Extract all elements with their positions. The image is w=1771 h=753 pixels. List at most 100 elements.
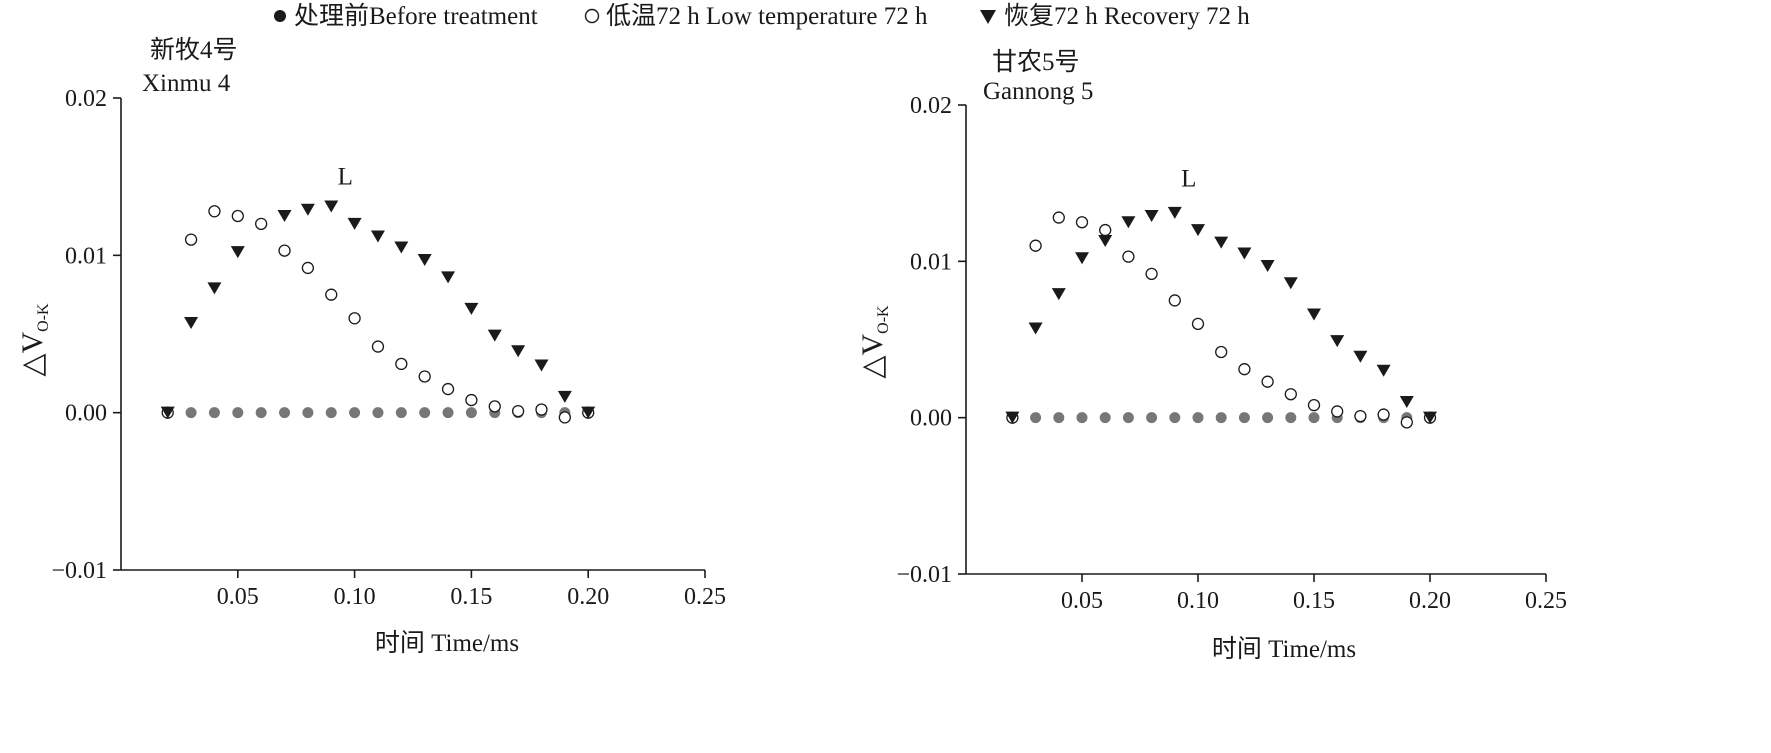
data-point-recovery [1144,209,1159,222]
x-tick-label: 0.10 [1177,588,1219,614]
x-axis-label: 时间 Time/ms [375,629,519,657]
data-point-recovery [511,345,526,358]
data-point-before-treatment [232,407,244,419]
series-0 [1006,412,1436,424]
data-point-recovery [581,406,596,419]
y-tick-label: −0.01 [896,562,952,588]
data-point-low-temperature [255,217,268,231]
data-point-before-treatment [1099,412,1111,424]
data-point-before-treatment [1146,412,1158,424]
data-point-low-temperature [1099,223,1112,237]
x-tick-label: 0.10 [334,584,376,610]
data-point-low-temperature [395,357,408,371]
data-point-before-treatment [419,407,431,419]
data-point-low-temperature [465,393,478,407]
data-point-recovery [1307,308,1321,321]
data-point-recovery [207,282,222,295]
data-point-recovery [1191,224,1205,237]
data-point-low-temperature [278,244,291,257]
data-point-before-treatment [1122,412,1134,424]
data-point-before-treatment [372,407,384,419]
panel-title-en: Gannong 5 [983,78,1093,105]
legend-marker-low-temperature [584,8,600,24]
data-point-before-treatment [1238,412,1250,424]
data-point-recovery [441,271,456,284]
data-point-recovery [277,210,292,222]
data-point-recovery [1214,236,1229,249]
legend-label-low-temperature: 低温72 h Low temperature 72 h [606,2,928,30]
data-point-recovery [464,302,479,315]
data-point-recovery [1330,335,1345,348]
data-point-recovery [1376,364,1391,377]
data-point-recovery [1028,322,1043,335]
data-point-recovery [1075,252,1089,265]
data-point-low-temperature [231,209,244,223]
data-point-low-temperature [1168,294,1181,307]
chart-panel-gannong-5: 甘农5号 Gannong 5 △VO-K 时间 Time/ms −0.01 0.0… [856,48,1567,663]
data-point-recovery [1005,411,1020,424]
data-point-recovery [184,316,199,329]
data-point-recovery [1121,216,1136,229]
data-point-before-treatment [1308,412,1320,424]
data-point-low-temperature [1145,267,1158,280]
y-tick-label: −0.01 [51,558,107,584]
legend-label-before-treatment: 处理前Before treatment [294,2,538,30]
data-point-before-treatment [1030,412,1042,424]
series-2 [1005,206,1437,424]
data-point-recovery [1423,411,1437,424]
data-point-recovery [347,217,362,230]
data-point-before-treatment [1053,412,1065,424]
data-point-low-temperature [1354,409,1367,423]
panel-title-zh: 新牧4号 [150,36,238,64]
data-point-before-treatment [395,407,407,419]
data-point-recovery [1051,288,1066,301]
panel-title-en: Xinmu 4 [142,70,231,97]
data-point-before-treatment [1192,412,1204,424]
y-tick-label: 0.00 [65,401,107,427]
data-point-before-treatment [302,407,314,419]
data-point-low-temperature [1261,375,1274,388]
x-tick-label: 0.20 [567,584,609,610]
data-point-recovery [230,246,245,259]
y-tick-label: 0.01 [65,243,107,269]
data-point-low-temperature [348,312,361,325]
data-point-recovery [487,329,502,342]
data-point-before-treatment [255,407,267,419]
data-point-before-treatment [325,407,337,419]
data-point-low-temperature [1400,416,1413,429]
data-point-low-temperature [1284,388,1297,401]
panel-title-zh: 甘农5号 [992,48,1080,76]
data-point-low-temperature [1029,239,1042,252]
data-point-low-temperature [1052,211,1065,224]
data-point-low-temperature [1238,363,1251,376]
data-point-recovery [1260,260,1275,273]
data-point-before-treatment [465,407,477,419]
x-axis-label: 时间 Time/ms [1212,635,1356,663]
y-axis-label: △VO-K [16,303,52,377]
data-point-recovery [394,241,409,254]
data-point-low-temperature [1307,399,1321,412]
x-tick-label: 0.15 [1293,588,1335,614]
data-point-recovery [160,406,175,419]
x-tick-label: 0.20 [1409,588,1451,614]
legend-label-recovery: 恢复72 h Recovery 72 h [1004,2,1250,30]
data-point-recovery [300,203,315,216]
y-tick-label: 0.02 [910,93,952,119]
data-point-low-temperature [441,382,455,396]
data-point-recovery [1353,350,1368,363]
data-point-low-temperature [301,261,315,275]
data-point-recovery [557,390,572,403]
x-tick-label: 0.25 [1525,588,1567,614]
data-point-low-temperature [184,233,198,246]
x-tick-label: 0.05 [1061,588,1103,614]
data-point-recovery [324,200,339,213]
data-point-recovery [1167,206,1182,219]
data-point-before-treatment [279,407,291,419]
data-point-recovery [1098,235,1113,248]
annotation-label: L [338,164,353,191]
data-point-recovery [1399,396,1414,409]
data-point-before-treatment [1169,412,1181,424]
y-tick-label: 0.02 [65,86,107,112]
x-tick-label: 0.05 [217,584,259,610]
